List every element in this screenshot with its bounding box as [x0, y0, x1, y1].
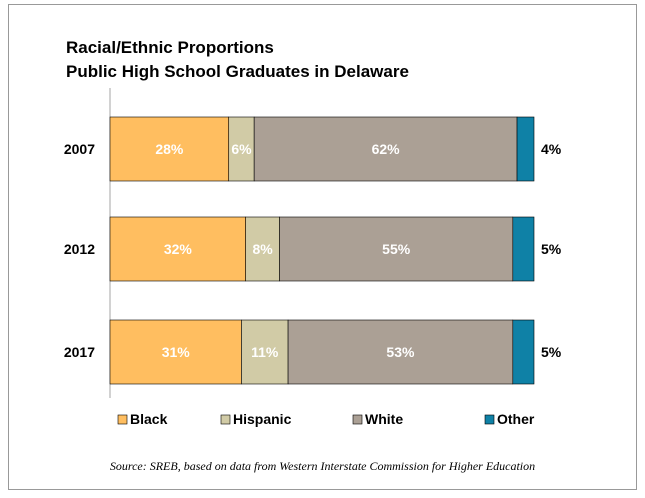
bar-black-2017: [109, 319, 242, 385]
labels-layer: 2007 28% 6% 62% 4% 2012 32% 8% 55% 5% 2017 31% 11% 53…: [64, 141, 562, 360]
data-label-black-2017: 31%: [162, 344, 191, 360]
data-label-black-2007: 28%: [155, 141, 184, 157]
legend-label-white: White: [365, 411, 403, 427]
bar-hispanic-2017: [241, 319, 289, 385]
bar-hispanic-2012: [245, 216, 280, 282]
source-note: Source: SREB, based on data from Western…: [109, 459, 536, 473]
bars-layer: [109, 116, 535, 385]
legend-swatch-white: [352, 414, 363, 425]
data-label-white-2012: 55%: [382, 241, 411, 257]
data-label-black-2012: 32%: [164, 241, 193, 257]
bar-white-2007: [253, 116, 518, 182]
bar-other-2017: [512, 319, 535, 385]
bar-black-2012: [109, 216, 246, 282]
bar-other-2007: [516, 116, 535, 182]
bar-black-2007: [109, 116, 230, 182]
chart-title-line-1: Racial/Ethnic Proportions: [66, 38, 274, 57]
category-label-2017: 2017: [64, 344, 95, 360]
bar-white-2017: [287, 319, 514, 385]
legend: Black Hispanic White Other: [117, 411, 535, 427]
category-label-2007: 2007: [64, 141, 95, 157]
data-label-other-2012: 5%: [541, 241, 562, 257]
data-label-hispanic-2007: 6%: [231, 141, 252, 157]
bar-other-2012: [512, 216, 535, 282]
bar-white-2012: [279, 216, 514, 282]
data-label-white-2017: 53%: [386, 344, 415, 360]
data-label-other-2007: 4%: [541, 141, 562, 157]
legend-label-other: Other: [497, 411, 535, 427]
data-label-hispanic-2012: 8%: [253, 241, 274, 257]
legend-swatch-black: [117, 414, 128, 425]
legend-label-black: Black: [130, 411, 168, 427]
legend-label-hispanic: Hispanic: [233, 411, 292, 427]
data-label-other-2017: 5%: [541, 344, 562, 360]
data-label-hispanic-2017: 11%: [251, 344, 279, 360]
legend-swatch-hispanic: [220, 414, 231, 425]
data-label-white-2007: 62%: [372, 141, 401, 157]
legend-swatch-other: [484, 414, 495, 425]
category-label-2012: 2012: [64, 241, 95, 257]
chart-title-line-2: Public High School Graduates in Delaware: [66, 62, 409, 81]
